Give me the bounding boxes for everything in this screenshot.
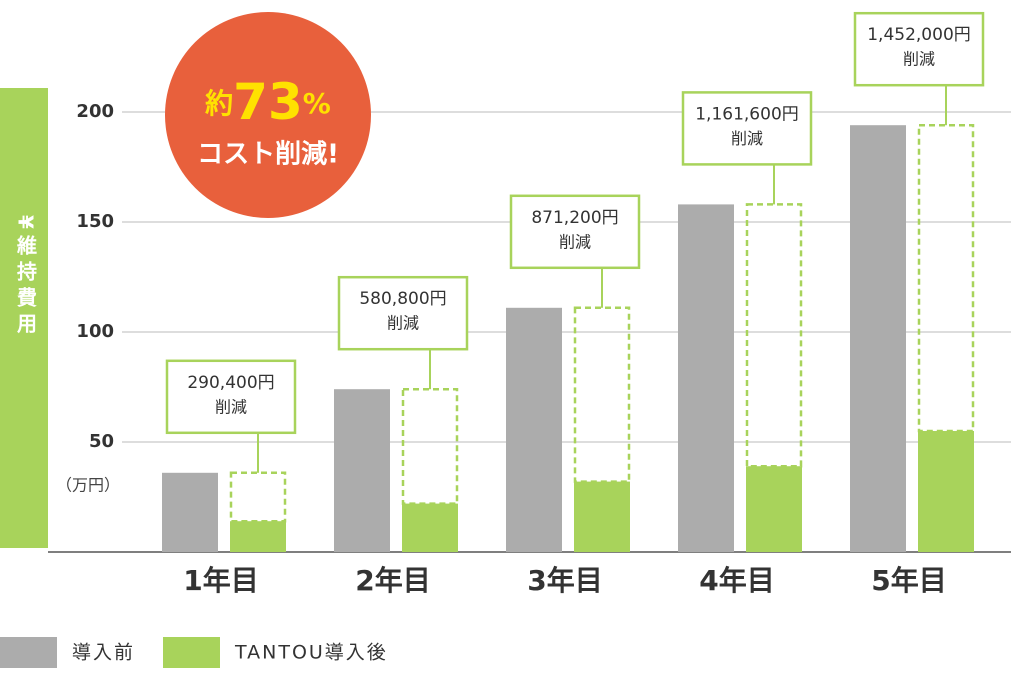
bar (230, 521, 286, 552)
y-tick-label: 200 (76, 101, 114, 122)
annotation-amount: 1,452,000円 (867, 25, 971, 45)
y-tick-label: 150 (76, 211, 114, 232)
legend-swatch (0, 637, 57, 668)
legend-label: TANTOU導入後 (234, 642, 388, 664)
annotation-amount: 290,400円 (187, 373, 274, 393)
y-tick-label: 100 (76, 321, 114, 342)
annotation-note: 削減 (731, 129, 763, 148)
x-tick-label: 2年目 (355, 564, 430, 597)
x-tick-label: 4年目 (699, 564, 774, 597)
bar (162, 472, 218, 552)
annotation-amount: 1,161,600円 (695, 104, 799, 124)
badge-unit: % (303, 87, 331, 120)
annotation-note: 削減 (559, 232, 591, 251)
y-axis-label: ¥維持費用 (14, 215, 38, 339)
bar (918, 431, 974, 552)
bar (574, 481, 630, 552)
badge-text: コスト削減! (197, 140, 339, 170)
reduction-outline (917, 123, 975, 433)
y-label-band (0, 88, 48, 548)
x-tick-label: 3年目 (527, 564, 602, 597)
annotation-box (681, 91, 813, 166)
legend-swatch (163, 637, 220, 668)
annotation-amount: 580,800円 (359, 289, 446, 309)
bar (402, 503, 458, 552)
reduction-outline (401, 387, 459, 505)
annotation-box (165, 359, 297, 435)
annotation-note: 削減 (387, 314, 419, 333)
badge-number: 73 (233, 73, 303, 131)
annotation-note: 削減 (215, 397, 247, 416)
annotation-box (853, 11, 985, 87)
reduction-outline (573, 306, 631, 483)
annotation-amount: 871,200円 (531, 208, 618, 228)
reduction-outline (229, 471, 287, 523)
annotation-box (337, 275, 469, 351)
bar (678, 204, 734, 552)
bar (746, 466, 802, 552)
y-tick-label: 50 (89, 431, 114, 452)
badge-prefix: 約 (204, 87, 233, 120)
x-tick-label: 5年目 (871, 564, 946, 597)
bar (334, 389, 390, 552)
annotation-note: 削減 (903, 50, 935, 69)
x-tick-label: 1年目 (183, 564, 258, 597)
bar (506, 307, 562, 552)
legend-label: 導入前 (72, 642, 135, 664)
bar (850, 125, 906, 552)
annotation-box (509, 194, 641, 270)
badge-headline: 約73% (204, 73, 331, 131)
y-unit: （万円） (56, 476, 120, 495)
plot: 501001502001年目290,400円削減2年目580,800円削減3年目… (0, 11, 1011, 668)
reduction-outline (745, 203, 803, 468)
badge (165, 12, 371, 218)
